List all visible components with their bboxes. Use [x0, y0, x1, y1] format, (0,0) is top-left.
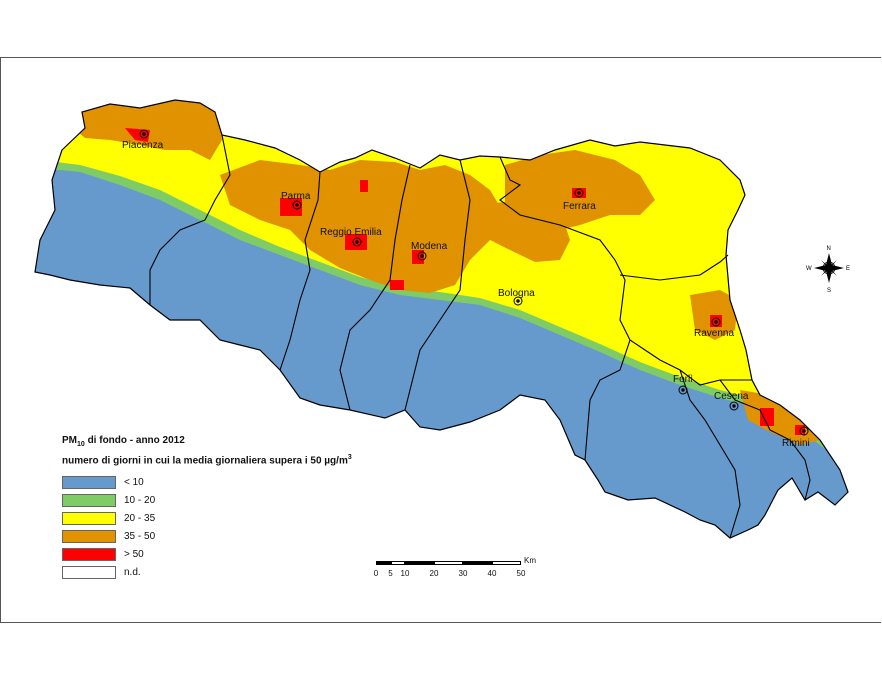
legend-subtitle-main: numero di giorni in cui la media giornal… [62, 455, 348, 467]
map-frame [0, 57, 881, 623]
city-label-reggio: Reggio Emilia [320, 227, 382, 238]
city-label-parma: Parma [281, 191, 311, 202]
scale-segment [405, 561, 434, 565]
city-marker-modena [417, 251, 427, 261]
legend-label: 35 - 50 [124, 530, 156, 542]
city-marker-ferrara [574, 188, 584, 198]
scale-tick-label: 40 [487, 569, 497, 578]
city-marker-bologna [513, 296, 523, 306]
legend-item: > 50 [62, 545, 442, 563]
legend-swatch [62, 511, 116, 525]
scale-tick-label: 20 [429, 569, 439, 578]
legend-subtitle-sup: 3 [347, 454, 352, 461]
legend-label: < 10 [124, 476, 144, 488]
scale-segment [390, 561, 405, 565]
city-label-modena: Modena [411, 241, 448, 252]
city-label-cesena: Cesena [714, 391, 749, 402]
zone-gt50-parma [280, 198, 302, 216]
compass-rose-icon: N S E W [806, 246, 850, 294]
compass-n: N [827, 246, 831, 252]
city-label-bologna: Bologna [498, 288, 535, 299]
zone-gt50-foothill [390, 280, 404, 290]
legend-swatch [62, 529, 116, 543]
legend-title-sub: 10 [77, 441, 85, 448]
city-marker-reggio [352, 237, 362, 247]
scale-tick-label: 5 [388, 569, 393, 578]
legend-swatch [62, 493, 116, 507]
city-label-piacenza: Piacenza [122, 140, 164, 151]
zone-gt50-piacenza [125, 128, 150, 142]
scale-segment [463, 561, 492, 565]
scale-tick-label: 30 [458, 569, 468, 578]
city-label-rimini: Rimini [782, 438, 810, 449]
scale-segment [376, 561, 391, 565]
legend-item: 10 - 20 [62, 491, 442, 509]
city-marker-cesena [729, 401, 739, 411]
legend-title: PM10 di fondo - anno 2012 [62, 434, 442, 451]
city-marker-piacenza [139, 129, 149, 139]
legend-item: 20 - 35 [62, 509, 442, 527]
legend: PM10 di fondo - anno 2012 numero di gior… [62, 434, 442, 581]
legend-item: < 10 [62, 473, 442, 491]
scale-tick-label: 0 [373, 569, 379, 578]
legend-item: 35 - 50 [62, 527, 442, 545]
zone-gt50-reggio-north [360, 180, 368, 192]
legend-swatch [62, 565, 116, 579]
legend-item: n.d. [62, 563, 442, 581]
zone-35-50-bologna [480, 200, 570, 262]
region-outline [34, 99, 849, 539]
city-label-ravenna: Ravenna [694, 328, 734, 339]
legend-subtitle: numero di giorni in cui la media giornal… [62, 451, 442, 467]
scale-tick-label: 50 [516, 569, 526, 578]
legend-title-rest: di fondo - anno 2012 [84, 435, 185, 446]
scale-tick-label: 10 [400, 569, 410, 578]
province-boundaries [149, 134, 811, 539]
scale-bar: Km 0 5 10 20 30 40 50 [373, 555, 546, 585]
city-marker-ravenna [711, 317, 721, 327]
compass-s: S [827, 288, 831, 294]
city-label-forli: Forlì [673, 374, 693, 385]
compass-e: E [846, 266, 850, 272]
zone-35-50-central [220, 160, 505, 293]
city-marker-forli [678, 385, 688, 395]
city-marker-parma [292, 200, 302, 210]
legend-label: 10 - 20 [124, 494, 156, 506]
legend-label: n.d. [124, 566, 141, 578]
scale-segment [492, 561, 521, 565]
legend-label: 20 - 35 [124, 512, 156, 524]
legend-label: > 50 [124, 548, 144, 560]
legend-swatch [62, 475, 116, 489]
legend-title-main: PM [62, 435, 77, 446]
legend-swatch [62, 547, 116, 561]
scale-unit: Km [524, 556, 536, 565]
legend-items: < 10 10 - 20 20 - 35 35 - 50 > 50 n.d. [62, 473, 442, 581]
scale-segment [434, 561, 463, 565]
compass-w: W [806, 266, 812, 272]
zone-gt50-rimini [760, 408, 774, 426]
city-markers [139, 129, 809, 436]
city-marker-rimini [799, 426, 809, 436]
city-label-ferrara: Ferrara [563, 201, 596, 212]
